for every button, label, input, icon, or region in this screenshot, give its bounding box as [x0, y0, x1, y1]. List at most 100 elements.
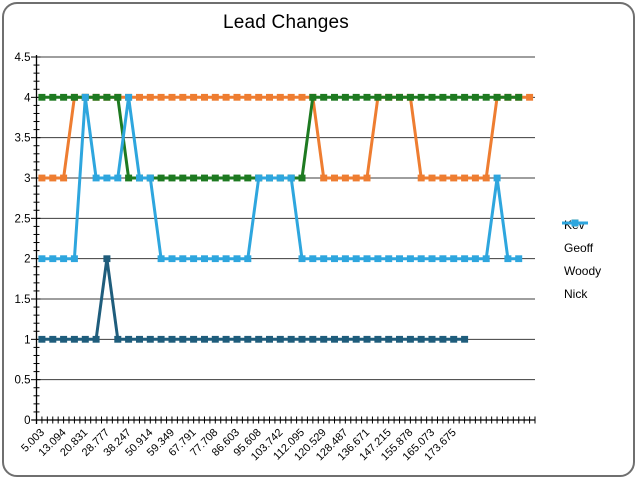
- marker-geoff: [244, 93, 252, 101]
- marker-woody: [417, 93, 425, 101]
- marker-kev: [81, 335, 89, 343]
- marker-nick: [70, 255, 78, 263]
- marker-kev: [417, 335, 425, 343]
- marker-nick: [385, 255, 393, 263]
- chart-title: Lead Changes: [222, 12, 349, 33]
- marker-geoff: [136, 93, 143, 101]
- marker-kev: [385, 335, 393, 343]
- marker-woody: [92, 93, 100, 101]
- marker-kev: [146, 335, 154, 343]
- marker-geoff: [222, 93, 230, 101]
- marker-nick: [103, 174, 111, 182]
- marker-nick: [136, 174, 143, 182]
- marker-woody: [331, 93, 338, 101]
- y-tick-label: 3: [24, 173, 30, 185]
- marker-woody: [385, 93, 393, 101]
- y-tick-label: 2.5: [15, 213, 31, 225]
- series-line-geoff: [41, 95, 530, 180]
- marker-nick: [363, 255, 371, 263]
- marker-nick: [461, 255, 469, 263]
- marker-woody: [439, 93, 447, 101]
- legend: KevGeoffWoodyNick: [561, 217, 601, 302]
- series-nick: [38, 93, 523, 263]
- marker-geoff: [461, 174, 469, 182]
- marker-nick: [417, 255, 425, 263]
- marker-woody: [298, 174, 306, 182]
- marker-nick: [309, 255, 317, 263]
- legend-item-woody: Woody: [561, 219, 601, 279]
- marker-nick: [450, 255, 458, 263]
- marker-kev: [168, 335, 176, 343]
- y-tick-label: 0: [24, 415, 30, 427]
- marker-geoff: [60, 174, 68, 182]
- marker-woody: [461, 93, 469, 101]
- marker-kev: [211, 335, 219, 343]
- marker-woody: [450, 93, 458, 101]
- marker-woody: [374, 93, 382, 101]
- marker-nick: [439, 255, 447, 263]
- marker-woody: [49, 93, 57, 101]
- marker-nick: [222, 255, 230, 263]
- marker-geoff: [255, 93, 263, 101]
- marker-geoff: [233, 93, 241, 101]
- marker-nick: [287, 174, 295, 182]
- marker-nick: [179, 255, 187, 263]
- marker-nick: [406, 255, 414, 263]
- marker-kev: [201, 335, 208, 343]
- marker-kev: [125, 335, 133, 343]
- marker-kev: [363, 335, 371, 343]
- marker-kev: [255, 335, 263, 343]
- marker-nick: [60, 255, 68, 263]
- marker-woody: [493, 93, 501, 101]
- marker-kev: [287, 335, 295, 343]
- y-tick-label: 4: [24, 92, 31, 104]
- marker-geoff: [439, 174, 447, 182]
- marker-kev: [461, 335, 469, 343]
- y-tick-label: 0.5: [15, 375, 31, 387]
- marker-geoff: [49, 174, 57, 182]
- marker-woody: [309, 93, 317, 101]
- marker-geoff: [341, 174, 349, 182]
- marker-kev: [114, 335, 122, 343]
- marker-nick: [428, 255, 436, 263]
- marker-woody: [168, 174, 176, 182]
- marker-geoff: [38, 174, 46, 182]
- marker-kev: [320, 335, 328, 343]
- marker-kev: [439, 335, 447, 343]
- marker-kev: [450, 335, 458, 343]
- marker-woody: [179, 174, 187, 182]
- marker-geoff: [363, 174, 371, 182]
- marker-kev: [298, 335, 306, 343]
- marker-kev: [428, 335, 436, 343]
- marker-kev: [233, 335, 241, 343]
- marker-geoff: [179, 93, 187, 101]
- marker-woody: [244, 174, 252, 182]
- marker-nick: [396, 255, 403, 263]
- marker-nick: [244, 255, 252, 263]
- marker-nick: [92, 174, 100, 182]
- marker-woody: [211, 174, 219, 182]
- marker-geoff: [276, 93, 284, 101]
- marker-woody: [70, 93, 78, 101]
- marker-geoff: [298, 93, 306, 101]
- marker-nick: [515, 255, 523, 263]
- marker-woody: [363, 93, 371, 101]
- marker-kev: [309, 335, 317, 343]
- marker-geoff: [526, 93, 534, 101]
- marker-woody: [396, 93, 403, 101]
- marker-nick: [482, 255, 490, 263]
- marker-woody: [320, 93, 328, 101]
- marker-nick: [331, 255, 338, 263]
- y-tick-label: 2: [24, 254, 30, 266]
- marker-woody: [471, 93, 479, 101]
- marker-nick: [146, 174, 154, 182]
- marker-nick: [276, 174, 284, 182]
- marker-geoff: [266, 93, 273, 101]
- marker-kev: [266, 335, 273, 343]
- marker-geoff: [190, 93, 198, 101]
- marker-nick: [168, 255, 176, 263]
- marker-nick: [211, 255, 219, 263]
- marker-kev: [136, 335, 143, 343]
- marker-geoff: [211, 93, 219, 101]
